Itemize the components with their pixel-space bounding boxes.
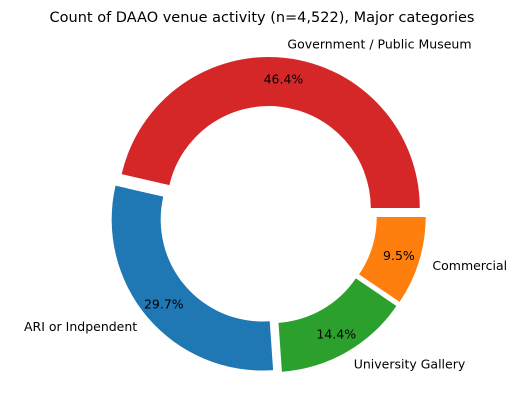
- category-label-ari-or-indpendent: ARI or Indpendent: [24, 319, 137, 334]
- category-label-government-public-museum: Government / Public Museum: [287, 37, 471, 52]
- category-label-university-gallery: University Gallery: [354, 357, 466, 372]
- chart-title: Count of DAAO venue activity (n=4,522), …: [50, 10, 475, 26]
- pct-label-commercial: 9.5%: [383, 248, 415, 263]
- pct-label-government-public-museum: 46.4%: [264, 71, 304, 86]
- labels-group: 46.4% Government / Public Museum 29.7% ARI …: [24, 37, 507, 372]
- slice-university-gallery: [278, 278, 397, 372]
- slice-commercial: [359, 217, 426, 302]
- pct-label-university-gallery: 14.4%: [316, 326, 356, 341]
- slices-group: [111, 57, 426, 372]
- category-label-commercial: Commercial: [432, 258, 507, 273]
- pct-label-ari-or-indpendent: 29.7%: [144, 296, 184, 311]
- slice-government-public-museum: [121, 57, 420, 209]
- slice-ari-or-indpendent: [111, 185, 274, 371]
